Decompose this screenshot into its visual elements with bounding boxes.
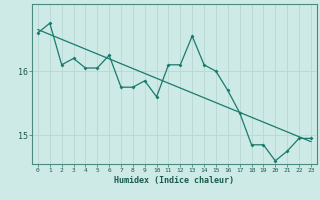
X-axis label: Humidex (Indice chaleur): Humidex (Indice chaleur) xyxy=(115,176,234,185)
